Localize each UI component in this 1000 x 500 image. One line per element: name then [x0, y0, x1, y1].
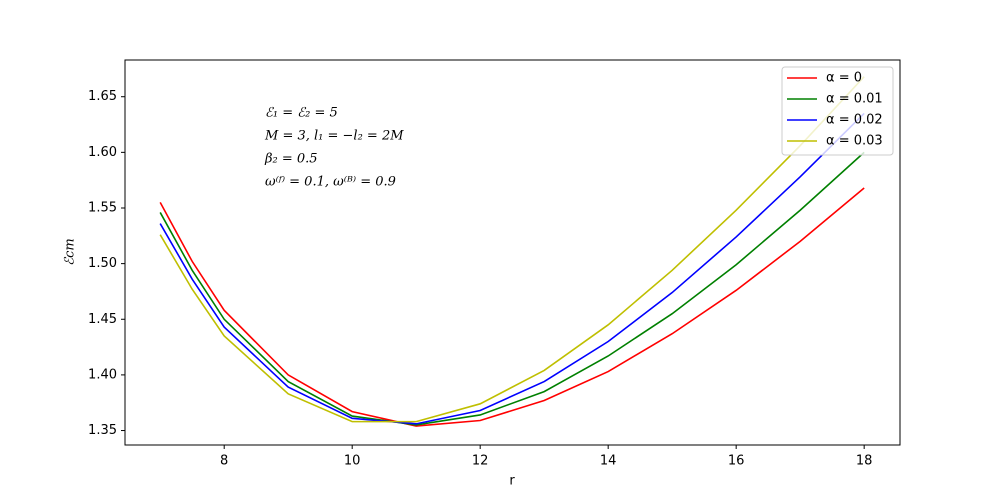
legend-label: α = 0.02 — [826, 113, 883, 128]
y-tick-label: 1.45 — [88, 312, 117, 327]
y-tick-label: 1.40 — [88, 367, 117, 382]
y-tick-label: 1.55 — [88, 200, 117, 215]
x-tick-label: 8 — [220, 454, 228, 469]
x-axis-label: r — [509, 474, 515, 489]
line-series — [159, 112, 865, 425]
x-tick-label: 12 — [472, 454, 489, 469]
x-tick-label: 16 — [728, 454, 745, 469]
plot-frame — [124, 59, 901, 446]
y-tick-label: 1.35 — [88, 423, 117, 438]
annotation: ω⁽ᶠ⁾ = 0.1, ω⁽ᴮ⁾ = 0.9 — [265, 175, 396, 190]
annotation: β₂ = 0.5 — [264, 152, 318, 167]
annotation: M = 3, l₁ = −l₂ = 2M — [264, 129, 404, 144]
y-tick-label: 1.65 — [88, 89, 117, 104]
line-series — [159, 76, 865, 423]
legend-label: α = 0 — [826, 71, 862, 86]
y-tick-label: 1.50 — [88, 256, 117, 271]
y-axis-label: ℰcm — [63, 238, 78, 265]
y-tick-label: 1.60 — [88, 145, 117, 160]
legend-label: α = 0.03 — [826, 134, 883, 149]
x-tick-label: 10 — [344, 454, 361, 469]
legend-box — [781, 66, 894, 156]
x-tick-label: 18 — [856, 454, 873, 469]
line-series — [159, 187, 865, 427]
annotation: ℰ₁ = ℰ₂ = 5 — [265, 106, 338, 121]
x-tick-label: 14 — [600, 454, 617, 469]
line-series — [159, 151, 865, 426]
legend-label: α = 0.01 — [826, 92, 883, 107]
